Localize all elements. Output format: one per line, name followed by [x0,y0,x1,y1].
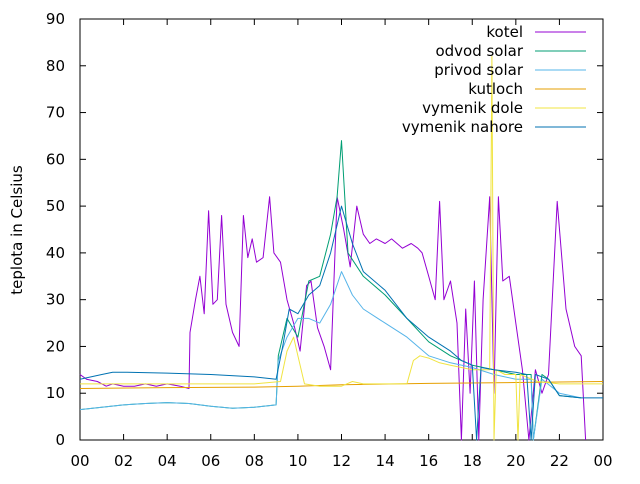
series-line-odvod-solar [79,140,582,441]
y-tick-label: 60 [46,150,65,168]
x-tick-label: 20 [506,452,525,470]
y-tick-label: 50 [46,197,65,215]
x-tick-label: 06 [201,452,220,470]
y-tick-label: 10 [46,384,65,402]
series-line-privod-solar [79,271,582,441]
series-line-kotel [79,196,587,441]
x-tick-label: 10 [288,452,307,470]
x-tick-label: 04 [158,452,177,470]
legend-label: vymenik nahore [402,118,523,136]
y-axis-label: teplota in Celsius [8,165,26,295]
legend-label: privod solar [434,61,524,79]
x-tick-label: 14 [376,452,395,470]
legend-label: kotel [486,23,523,41]
plot-border [79,18,604,441]
x-tick-label: 00 [593,452,612,470]
x-tick-label: 08 [245,452,264,470]
x-tick-label: 00 [70,452,89,470]
legend-label: vymenik dole [422,99,523,117]
x-tick-label: 12 [332,452,351,470]
x-tick-label: 02 [114,452,133,470]
y-tick-label: 20 [46,337,65,355]
series-lines [79,55,604,441]
series-line-vymenik-dole [80,55,603,441]
y-tick-label: 90 [46,10,65,28]
axes: 0 10 20 30 40 50 60 70 80 90 00 02 04 06 08 10 12 14 16 18 2… [46,10,613,470]
y-tick-label: 0 [55,431,65,449]
y-tick-label: 80 [46,57,65,75]
y-tick-label: 30 [46,291,65,309]
y-tick-label: 70 [46,104,65,122]
series-line-vymenik-nahore [79,205,603,441]
x-tick-label: 18 [463,452,482,470]
x-tick-label: 22 [550,452,569,470]
y-tick-label: 40 [46,244,65,262]
series-line-kutloch [79,381,604,389]
legend-label: odvod solar [435,42,523,60]
legend-label: kutloch [468,80,523,98]
x-tick-label: 16 [419,452,438,470]
